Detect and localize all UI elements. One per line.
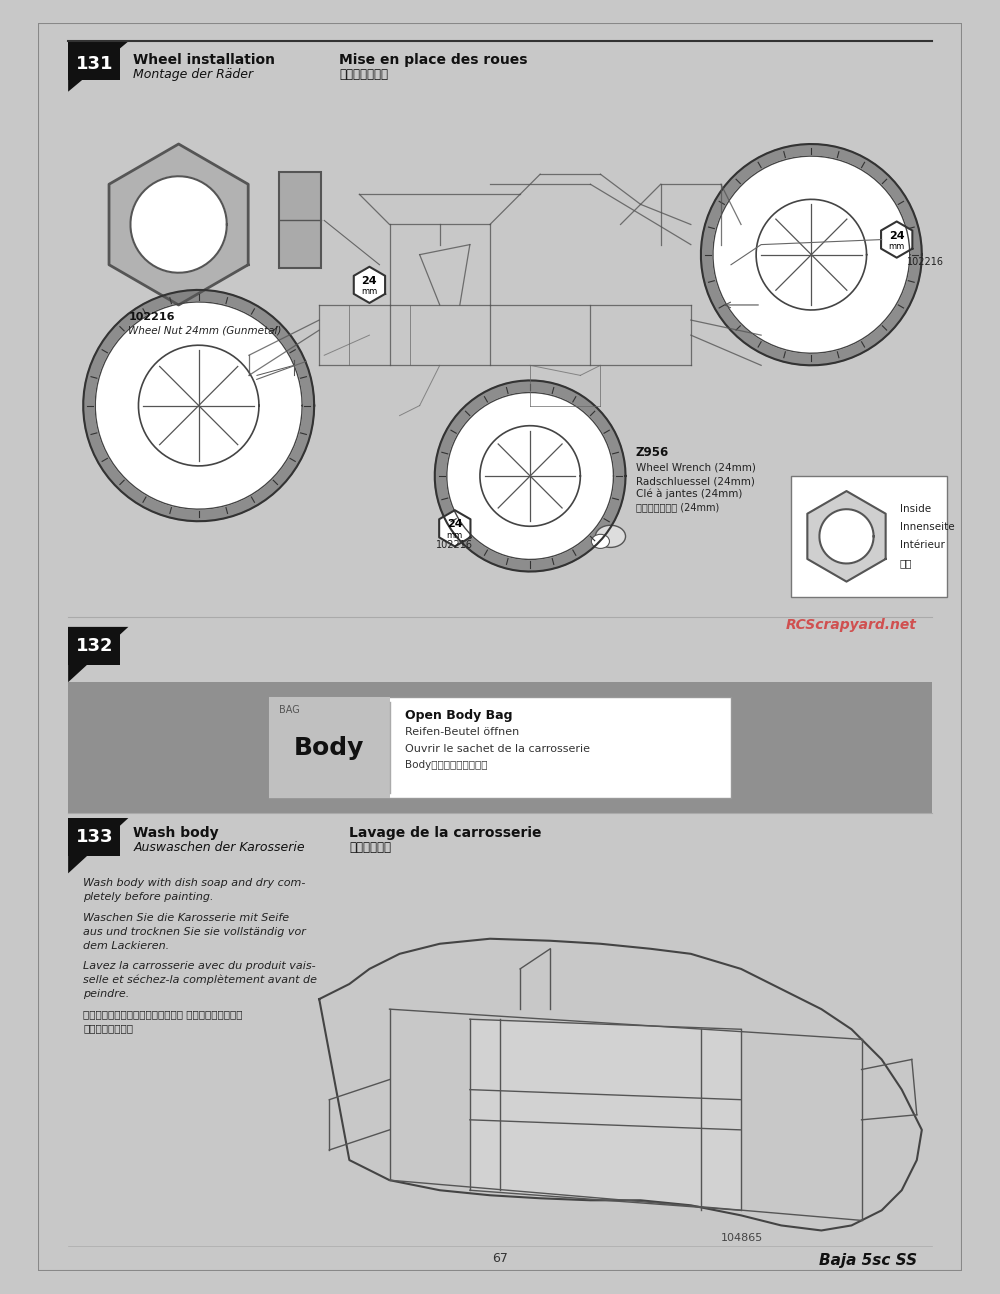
Text: タイヤの取付け: タイヤの取付け (339, 67, 388, 80)
Text: selle et séchez-la complètement avant de: selle et séchez-la complètement avant de (83, 974, 317, 986)
Text: Wash body: Wash body (133, 826, 219, 840)
Text: Wheel Wrench (24mm): Wheel Wrench (24mm) (636, 463, 755, 472)
Polygon shape (881, 221, 912, 258)
Bar (279, 172, 321, 268)
Bar (269, 697, 390, 798)
Polygon shape (130, 176, 227, 273)
Polygon shape (109, 144, 248, 305)
Bar (68, 626, 120, 665)
Polygon shape (435, 380, 626, 572)
Polygon shape (713, 157, 910, 353)
Text: Open Body Bag: Open Body Bag (405, 709, 512, 722)
Polygon shape (354, 267, 385, 303)
Text: Ouvrir le sachet de la carrosserie: Ouvrir le sachet de la carrosserie (405, 744, 590, 753)
Polygon shape (447, 392, 613, 559)
Text: Inside: Inside (900, 505, 931, 514)
Text: Wheel Nut 24mm (Gunmetal): Wheel Nut 24mm (Gunmetal) (128, 325, 282, 335)
Text: 132: 132 (75, 637, 113, 655)
Text: Radschluessel (24mm): Radschluessel (24mm) (636, 476, 754, 487)
Text: mm: mm (361, 287, 378, 296)
Text: 102216: 102216 (128, 312, 175, 322)
Bar (68, 818, 120, 857)
Text: Reifen-Beutel öffnen: Reifen-Beutel öffnen (405, 727, 519, 738)
Text: Lavez la carrosserie avec du produit vais-: Lavez la carrosserie avec du produit vai… (83, 961, 316, 970)
Polygon shape (83, 290, 314, 521)
Text: RCScrapyard.net: RCScrapyard.net (786, 617, 917, 631)
Ellipse shape (595, 525, 626, 547)
Text: 104865: 104865 (721, 1232, 763, 1242)
Bar (269, 697, 731, 798)
Bar (68, 682, 932, 813)
Polygon shape (819, 510, 874, 563)
Text: Baja 5sc SS: Baja 5sc SS (819, 1253, 917, 1268)
Ellipse shape (591, 534, 609, 549)
Polygon shape (470, 1020, 741, 1210)
Text: 24: 24 (362, 276, 377, 286)
Text: Body袋詰を使用します。: Body袋詰を使用します。 (405, 760, 487, 770)
Text: ボディの洗浄: ボディの洗浄 (349, 841, 391, 854)
Text: Innenseite: Innenseite (900, 523, 954, 532)
Text: dem Lackieren.: dem Lackieren. (83, 941, 169, 951)
Text: Auswaschen der Karosserie: Auswaschen der Karosserie (133, 841, 305, 854)
Bar (791, 476, 947, 597)
Text: 内側: 内側 (900, 559, 912, 568)
Text: Intérieur: Intérieur (900, 541, 945, 550)
Text: Mise en place des roues: Mise en place des roues (339, 53, 528, 67)
Text: BAG: BAG (279, 705, 300, 716)
Text: Wheel installation: Wheel installation (133, 53, 275, 67)
Text: mm: mm (447, 531, 463, 540)
Text: Body: Body (294, 735, 364, 760)
Text: 131: 131 (75, 54, 113, 72)
Text: 24: 24 (447, 519, 463, 529)
Text: Clé à jantes (24mm): Clé à jantes (24mm) (636, 489, 742, 499)
Polygon shape (439, 510, 470, 546)
Polygon shape (68, 818, 128, 873)
Text: ホイールレンチ (24mm): ホイールレンチ (24mm) (636, 502, 719, 512)
Text: Z956: Z956 (636, 446, 669, 459)
Text: aus und trocknen Sie sie vollständig vor: aus und trocknen Sie sie vollständig vor (83, 927, 306, 937)
Polygon shape (68, 626, 128, 682)
Text: pletely before painting.: pletely before painting. (83, 893, 214, 902)
Text: 133: 133 (75, 828, 113, 846)
Polygon shape (701, 144, 922, 365)
Text: 24: 24 (889, 230, 905, 241)
Polygon shape (68, 41, 128, 92)
Polygon shape (95, 302, 302, 509)
Text: 中性洗剣などでボディを洗い流し、 よく乾燥してから作: 中性洗剣などでボディを洗い流し、 よく乾燥してから作 (83, 1009, 243, 1020)
Bar (68, 41, 120, 80)
Text: Montage der Räder: Montage der Räder (133, 67, 254, 80)
Text: Lavage de la carrosserie: Lavage de la carrosserie (349, 826, 542, 840)
Text: 67: 67 (492, 1253, 508, 1266)
Text: Wash body with dish soap and dry com-: Wash body with dish soap and dry com- (83, 879, 306, 889)
Text: peindre.: peindre. (83, 989, 129, 999)
Text: Waschen Sie die Karosserie mit Seife: Waschen Sie die Karosserie mit Seife (83, 912, 289, 923)
Text: 102216: 102216 (436, 541, 473, 550)
Polygon shape (807, 490, 886, 581)
Text: 102216: 102216 (907, 256, 944, 267)
Text: mm: mm (889, 242, 905, 251)
Text: 業してください。: 業してください。 (83, 1024, 133, 1033)
